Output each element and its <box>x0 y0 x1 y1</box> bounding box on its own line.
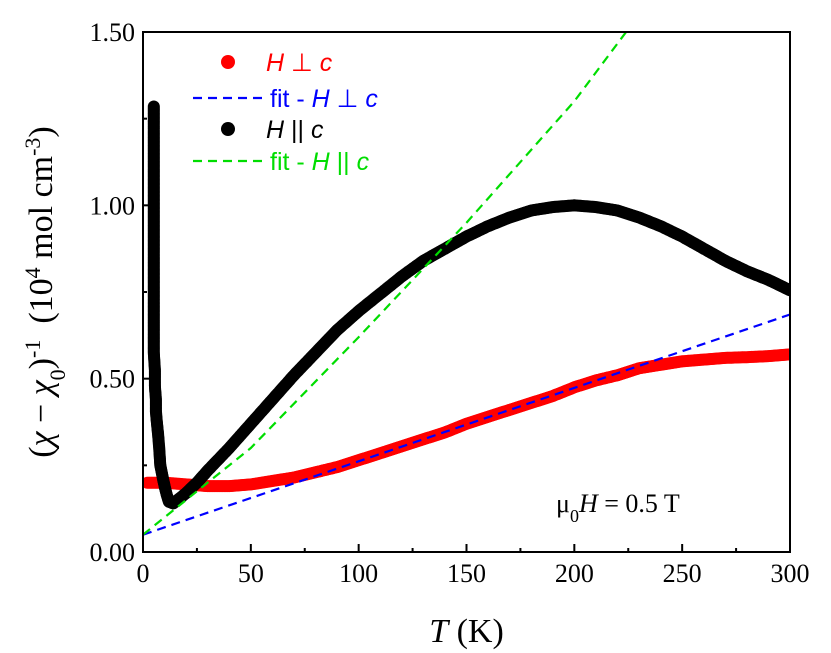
series-2 <box>147 100 790 510</box>
annotation-mu: μ <box>556 489 570 518</box>
y-tick-label: 0.50 <box>90 365 136 394</box>
y-axis-title: (χ − χ0)-1(104 mol cm-3) <box>20 126 70 458</box>
ticks-layer: 0 50 100 150 200 250 300 0.00 0.50 1.00 1.50 <box>90 18 810 588</box>
x-axis-var: T <box>429 613 450 650</box>
y-axis-sup3: -3 <box>20 138 45 156</box>
legend: H ⊥ c fit - H ⊥ c H || c fit - H || c <box>193 49 378 176</box>
x-axis-title: T (K) <box>429 613 504 650</box>
y-axis-minus: − <box>23 395 60 431</box>
y-axis-sup: -1 <box>20 340 45 358</box>
x-tick-label: 300 <box>771 559 810 588</box>
legend-label: H || c <box>266 116 324 144</box>
y-tick-label: 0.00 <box>90 538 136 567</box>
y-axis-unit-a: (10 <box>23 278 60 323</box>
plot-frame <box>142 31 791 553</box>
x-tick-label: 150 <box>447 559 486 588</box>
x-axis-unit: (K) <box>448 613 504 650</box>
data-point <box>784 348 790 361</box>
y-axis-chi: χ <box>23 430 60 449</box>
legend-entry-1: fit - H ⊥ c <box>193 85 378 113</box>
legend-marker <box>221 55 235 69</box>
legend-label: fit - H || c <box>270 148 370 176</box>
y-axis-paren-open: ( <box>23 446 60 457</box>
series-layer <box>143 32 790 536</box>
x-tick-label: 100 <box>339 559 378 588</box>
x-tick-label: 200 <box>555 559 594 588</box>
y-tick-label: 1.50 <box>90 18 136 47</box>
y-axis-chi0: χ <box>23 379 60 398</box>
y-axis-sub0: 0 <box>45 369 70 380</box>
annotation-sub: 0 <box>570 506 579 526</box>
x-tick-label: 0 <box>137 559 150 588</box>
legend-label: H ⊥ c <box>266 49 333 77</box>
y-axis-paren-close: ) <box>23 358 60 369</box>
y-axis-unit-b: mol cm <box>23 156 60 267</box>
series-1 <box>143 313 790 536</box>
legend-marker <box>221 122 235 136</box>
series-3 <box>143 32 627 536</box>
legend-label: fit - H ⊥ c <box>270 85 378 113</box>
fit-line <box>143 32 627 536</box>
y-axis-unit-c: ) <box>23 126 60 137</box>
series-0 <box>143 348 790 493</box>
legend-entry-0: H ⊥ c <box>221 49 333 77</box>
y-axis-sup4: 4 <box>20 267 45 278</box>
annotation-var: H <box>578 489 599 518</box>
x-tick-label: 250 <box>663 559 702 588</box>
legend-entry-3: fit - H || c <box>193 148 370 176</box>
field-annotation: μ0H = 0.5 T <box>556 489 680 526</box>
legend-entry-2: H || c <box>221 116 324 144</box>
x-tick-label: 50 <box>238 559 264 588</box>
data-point <box>784 284 790 297</box>
y-tick-label: 1.00 <box>90 191 136 220</box>
fit-line <box>143 313 790 536</box>
annotation-value: = 0.5 T <box>598 489 680 518</box>
